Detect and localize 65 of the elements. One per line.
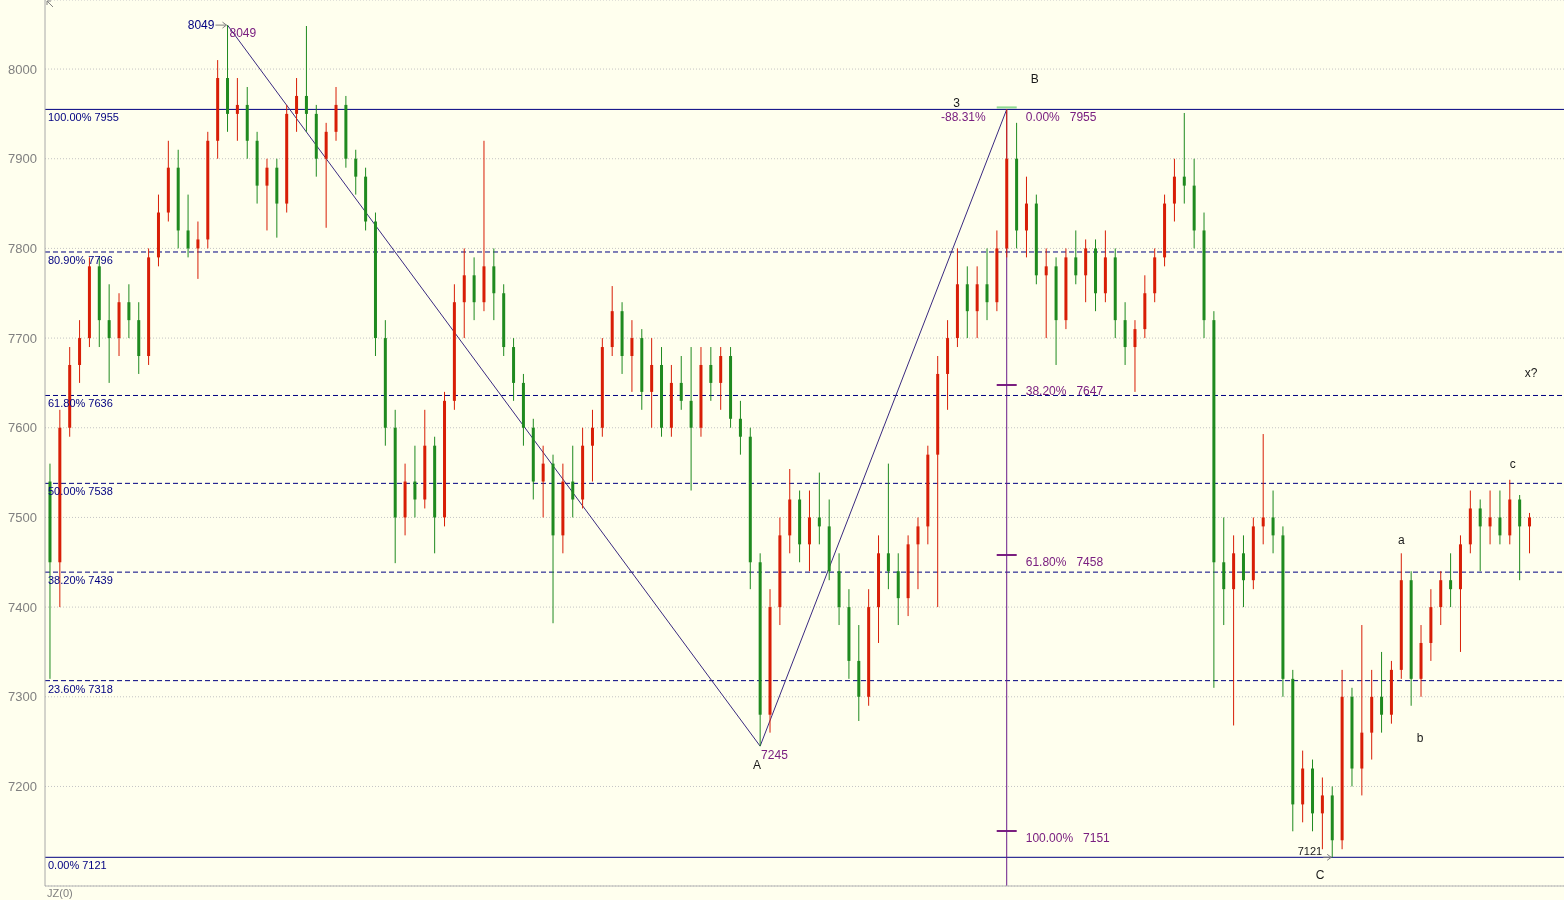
annotation: B [1030, 72, 1039, 87]
candlestick [571, 445, 575, 518]
candlestick [590, 409, 594, 483]
y-tick-label: 8000 [8, 61, 37, 77]
annotation: 7245 [761, 748, 789, 763]
candlestick [1074, 229, 1078, 285]
candlestick [196, 221, 200, 280]
y-tick-label: 7700 [8, 330, 37, 346]
candlestick [985, 247, 989, 321]
ref-line-label: 100.00% 7955 [48, 111, 119, 124]
y-tick-label: 7800 [8, 241, 37, 257]
candlestick [1478, 499, 1482, 572]
annotation: 61.80% 7458 [1025, 555, 1104, 569]
candlestick [1380, 651, 1384, 734]
annotation: a [1397, 533, 1405, 548]
ref-line-label: 23.60% 7318 [48, 682, 113, 695]
candlestick [817, 472, 821, 545]
annotation: 3 [953, 96, 961, 111]
annotation: 0.00% 7955 [1025, 110, 1097, 125]
candlestick [295, 77, 299, 133]
candlestick [1044, 247, 1048, 339]
candlestick [1182, 112, 1186, 205]
y-tick-label: 7900 [8, 151, 37, 167]
y-tick-label: 7300 [8, 689, 37, 705]
candlestick [679, 355, 683, 411]
y-tick-label: 7500 [8, 510, 37, 526]
candlestick [127, 283, 131, 339]
y-tick-label: 7200 [8, 779, 37, 795]
annotation: b [1416, 730, 1424, 745]
candlestick [107, 283, 111, 384]
candlestick [1261, 433, 1265, 545]
candlestick [186, 194, 190, 258]
candlestick [1320, 776, 1324, 850]
annotation: 100.00% 7151 [1025, 831, 1111, 845]
annotation: 7121 [1297, 845, 1323, 858]
annotation: 38.20% 7647 [1025, 384, 1104, 398]
ref-line-label: 0.00% 7121 [48, 859, 107, 872]
annotation: x? [1524, 366, 1538, 380]
candlestick [1498, 490, 1502, 545]
candlestick [1449, 552, 1453, 608]
candlestick [1133, 319, 1137, 393]
candlestick [235, 77, 239, 142]
candlestick [541, 445, 545, 518]
ref-line-label: 80.90% 7796 [48, 253, 113, 266]
candlestick [304, 25, 308, 133]
annotation: -88.31% [941, 110, 987, 125]
candlestick [1271, 490, 1275, 554]
candlestick [630, 319, 634, 393]
annotation: C [1315, 868, 1325, 883]
y-tick-label: 7600 [8, 420, 37, 436]
candlestick [1528, 512, 1532, 554]
annotation: 8049 [229, 26, 257, 41]
candlestick [354, 149, 358, 196]
candlestick [738, 400, 742, 456]
annotation: 8049 [187, 18, 215, 33]
candlestick [413, 445, 417, 518]
candlestick [916, 516, 920, 590]
text: JZ(0) [47, 887, 73, 899]
annotation: A [753, 758, 762, 773]
annotation: c [1509, 456, 1516, 471]
candlestick [265, 158, 269, 231]
candlestick [709, 346, 713, 402]
candlestick [1488, 490, 1492, 545]
y-tick-label: 7400 [8, 599, 37, 615]
candlestick [886, 463, 890, 590]
